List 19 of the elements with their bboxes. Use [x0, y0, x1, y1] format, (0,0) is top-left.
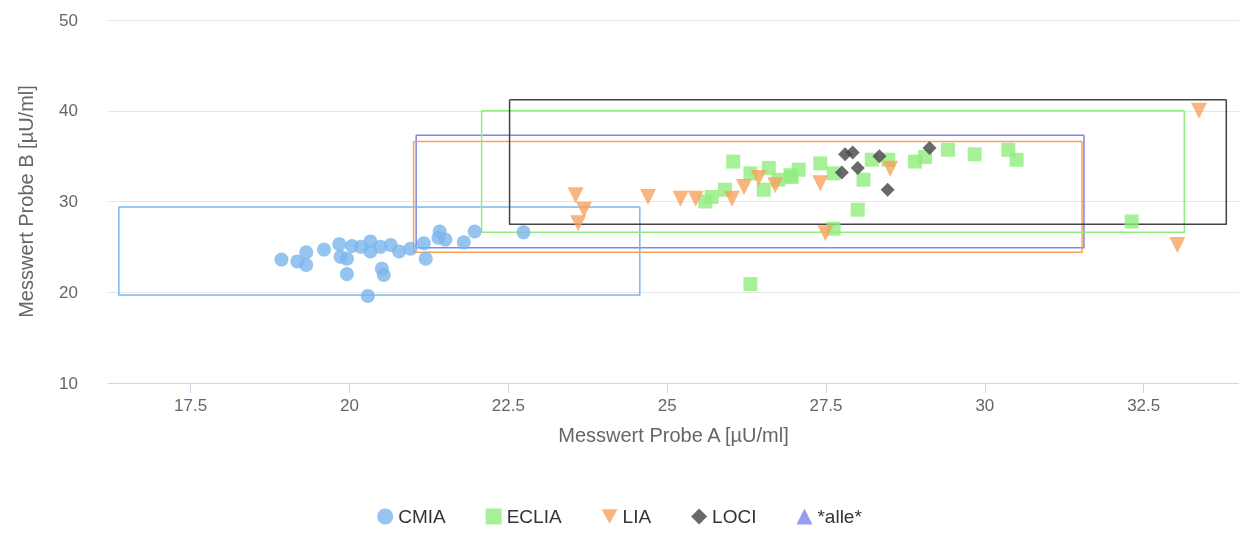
x-tick-label: 27.5 — [809, 396, 843, 415]
legend-label: CMIA — [398, 506, 447, 527]
x-tick-label: 30 — [975, 396, 995, 415]
y-tick-label: 10 — [59, 373, 78, 393]
y-axis-title: Messwert Probe B [µU/ml] — [15, 85, 37, 318]
legend-label: ECLIA — [506, 506, 562, 527]
x-tick-label: 17.5 — [174, 396, 208, 415]
y-tick-label: 20 — [59, 282, 78, 302]
x-tick-label: 32.5 — [1127, 396, 1161, 415]
legend-label: LIA — [622, 506, 652, 527]
x-tick-label: 25 — [657, 396, 677, 415]
y-tick-label: 40 — [59, 101, 78, 121]
x-tick-label: 22.5 — [491, 396, 525, 415]
y-tick-label: 30 — [59, 192, 78, 211]
x-tick-label: 20 — [339, 396, 359, 415]
legend-label: *alle* — [817, 506, 863, 527]
x-axis-title: Messwert Probe A [µU/ml] — [558, 424, 789, 446]
legend-label: LOCI — [712, 506, 757, 527]
y-tick-label: 50 — [59, 10, 78, 30]
